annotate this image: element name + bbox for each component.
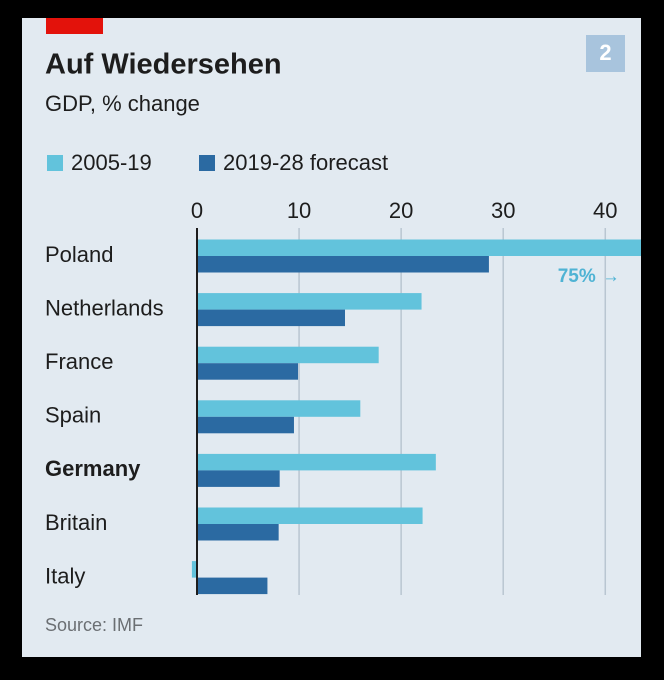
source: Source: IMF — [45, 615, 143, 635]
legend-swatch — [47, 155, 63, 171]
x-tick-label: 40 — [593, 198, 617, 223]
bar — [197, 416, 294, 434]
legend-label: 2005-19 — [71, 150, 152, 175]
bar — [197, 363, 299, 380]
category-label: Germany — [45, 456, 141, 481]
annotation: 75% → — [558, 266, 620, 287]
bar — [197, 256, 489, 273]
x-tick-label: 20 — [389, 198, 413, 223]
bar — [197, 470, 280, 487]
bar — [197, 346, 379, 364]
bar — [197, 507, 423, 524]
bar — [197, 524, 279, 541]
category-label: Netherlands — [45, 295, 164, 320]
category-label: France — [45, 349, 113, 374]
bar — [197, 239, 641, 256]
bar — [197, 577, 268, 595]
legend-label: 2019-28 forecast — [223, 150, 388, 175]
category-label: Poland — [45, 242, 114, 267]
x-tick-label: 10 — [287, 198, 311, 223]
x-tick-label: 30 — [491, 198, 515, 223]
legend-swatch — [199, 155, 215, 171]
bars — [191, 239, 641, 595]
bar — [197, 309, 345, 327]
bar — [197, 293, 422, 310]
category-label: Spain — [45, 403, 101, 428]
chart-number: 2 — [599, 40, 611, 65]
category-label: Italy — [45, 563, 85, 588]
background — [22, 18, 641, 657]
bar — [197, 400, 361, 417]
chart-title: Auf Wiedersehen — [45, 49, 282, 81]
chart-subtitle: GDP, % change — [45, 91, 200, 116]
bar — [197, 453, 436, 471]
badge — [586, 35, 625, 72]
category-label: Britain — [45, 510, 107, 535]
x-tick-label: 0 — [191, 198, 203, 223]
bar — [191, 561, 197, 578]
red-tab — [46, 18, 103, 34]
